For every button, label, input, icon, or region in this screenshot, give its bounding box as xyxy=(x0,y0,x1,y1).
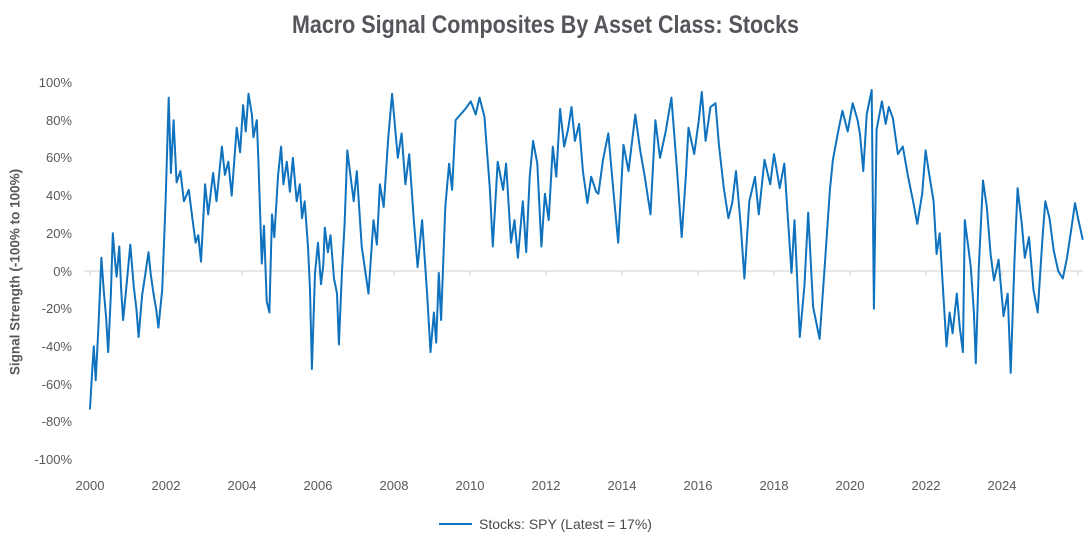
y-axis-tick-label: 0% xyxy=(53,263,72,279)
legend-line-marker xyxy=(439,523,473,525)
x-axis-tick-label: 2020 xyxy=(835,478,865,493)
y-axis-tick-label: -20% xyxy=(41,301,72,317)
x-axis-tick-label: 2016 xyxy=(683,478,713,493)
y-axis-tick-label: 100% xyxy=(38,75,72,90)
legend: Stocks: SPY (Latest = 17%) xyxy=(0,514,1091,534)
x-axis-tick-label: 2010 xyxy=(455,478,485,493)
spy-signal-line xyxy=(89,89,1084,410)
chart-title: Macro Signal Composites By Asset Class: … xyxy=(291,11,799,39)
y-axis-tick-label: -100% xyxy=(34,452,72,467)
x-axis-tick-label: 2000 xyxy=(75,478,105,493)
y-axis-tick-label: 20% xyxy=(45,225,72,241)
x-axis-tick-label: 2006 xyxy=(303,478,333,493)
y-axis-tick-label: -40% xyxy=(41,338,72,354)
x-axis-tick-label: 2004 xyxy=(227,478,257,493)
x-axis-tick-label: 2002 xyxy=(151,478,181,493)
x-axis-tick-label: 2014 xyxy=(607,478,637,493)
legend-label: Stocks: SPY (Latest = 17%) xyxy=(479,516,652,532)
x-axis-tick-label: 2012 xyxy=(531,478,561,493)
y-axis-tick-label: -60% xyxy=(41,376,72,392)
x-axis-tick-label: 2018 xyxy=(759,478,789,493)
y-axis-tick-label: -80% xyxy=(41,414,72,430)
x-axis-tick-label: 2022 xyxy=(911,478,941,493)
y-axis-tick-label: 80% xyxy=(45,112,72,128)
x-axis-tick-label: 2008 xyxy=(379,478,409,493)
y-axis-tick-label: 60% xyxy=(45,150,72,166)
y-axis-tick-label: 40% xyxy=(45,188,72,204)
x-axis-tick-label: 2024 xyxy=(987,478,1017,493)
